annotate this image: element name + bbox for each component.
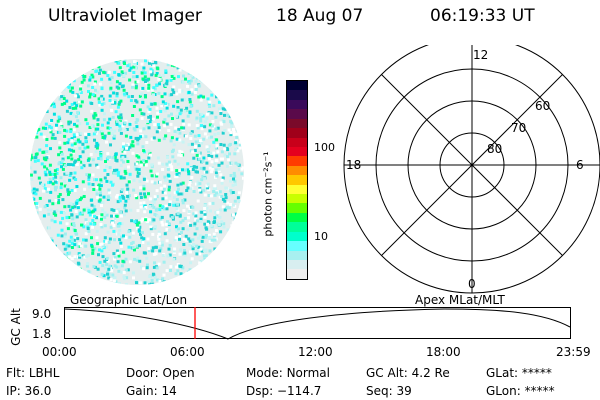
altitude-curve — [64, 308, 571, 340]
colorbar-band — [287, 165, 307, 176]
mlt-label-12: 12 — [473, 48, 488, 62]
timeline-ymax: 9.0 — [32, 307, 52, 321]
timeline-ymin: 1.8 — [32, 327, 52, 341]
lat-label-80: 80 — [487, 142, 502, 156]
colorbar-band — [287, 146, 307, 157]
timeline-left-label: Geographic Lat/Lon — [70, 293, 188, 307]
colorbar-band — [287, 90, 307, 100]
altitude-timeline — [64, 307, 571, 340]
x-tick-0: 00:00 — [42, 345, 77, 359]
colorbar-unit-label: photon cm⁻²s⁻¹ — [261, 151, 275, 237]
mlt-label-18: 18 — [346, 158, 361, 172]
status-mode: Mode: Normal — [246, 366, 330, 380]
status-ip: IP: 36.0 — [6, 384, 52, 398]
colorbar-band — [287, 81, 307, 91]
colorbar-band — [287, 184, 307, 195]
x-tick-4: 23:59 — [556, 345, 591, 359]
colorbar-band — [287, 260, 307, 270]
status-seq: Seq: 39 — [366, 384, 412, 398]
status-gc-alt: GC Alt: 4.2 Re — [366, 366, 450, 380]
status-glat: GLat: ***** — [486, 366, 552, 380]
status-gain: Gain: 14 — [126, 384, 177, 398]
colorbar-band — [287, 269, 307, 279]
status-dsp: Dsp: −114.7 — [246, 384, 322, 398]
timeline-frame — [64, 307, 571, 339]
x-tick-3: 18:00 — [426, 345, 461, 359]
lat-label-60: 60 — [535, 99, 550, 113]
mlt-label-6: 6 — [576, 158, 584, 172]
colorbar-band — [287, 156, 307, 166]
timeline-axis-label: GC Alt — [9, 308, 23, 346]
mlt-label-0: 0 — [468, 277, 476, 291]
colorbar-band — [287, 212, 307, 223]
status-flt: Flt: LBHL — [6, 366, 60, 380]
polar-diagonal-b — [381, 74, 563, 256]
colorbar-tick-10: 10 — [314, 230, 328, 243]
polar-grid: 12 18 6 0 60 70 80 — [343, 45, 600, 294]
colorbar-band — [287, 128, 307, 138]
colorbar-band — [287, 250, 307, 261]
colorbar-band — [287, 241, 307, 251]
colorbar-band — [287, 222, 307, 232]
status-door: Door: Open — [126, 366, 195, 380]
colorbar-band — [287, 203, 307, 213]
colorbar-band — [287, 109, 307, 119]
time-label: 06:19:33 UT — [430, 6, 535, 26]
lat-label-70: 70 — [511, 121, 526, 135]
colorbar-band — [287, 137, 307, 147]
date-label: 18 Aug 07 — [276, 6, 364, 26]
x-tick-1: 06:00 — [170, 345, 205, 359]
colorbar — [286, 80, 308, 280]
colorbar-band — [287, 99, 307, 110]
colorbar-band — [287, 231, 307, 242]
x-tick-2: 12:00 — [298, 345, 333, 359]
timeline-right-label: Apex MLat/MLT — [415, 293, 505, 307]
instrument-title: Ultraviolet Imager — [48, 6, 202, 26]
status-glon: GLon: ***** — [486, 384, 555, 398]
colorbar-band — [287, 194, 307, 204]
colorbar-tick-100: 100 — [314, 141, 335, 154]
colorbar-band — [287, 118, 307, 129]
colorbar-band — [287, 175, 307, 185]
uv-earth-image — [30, 59, 244, 285]
